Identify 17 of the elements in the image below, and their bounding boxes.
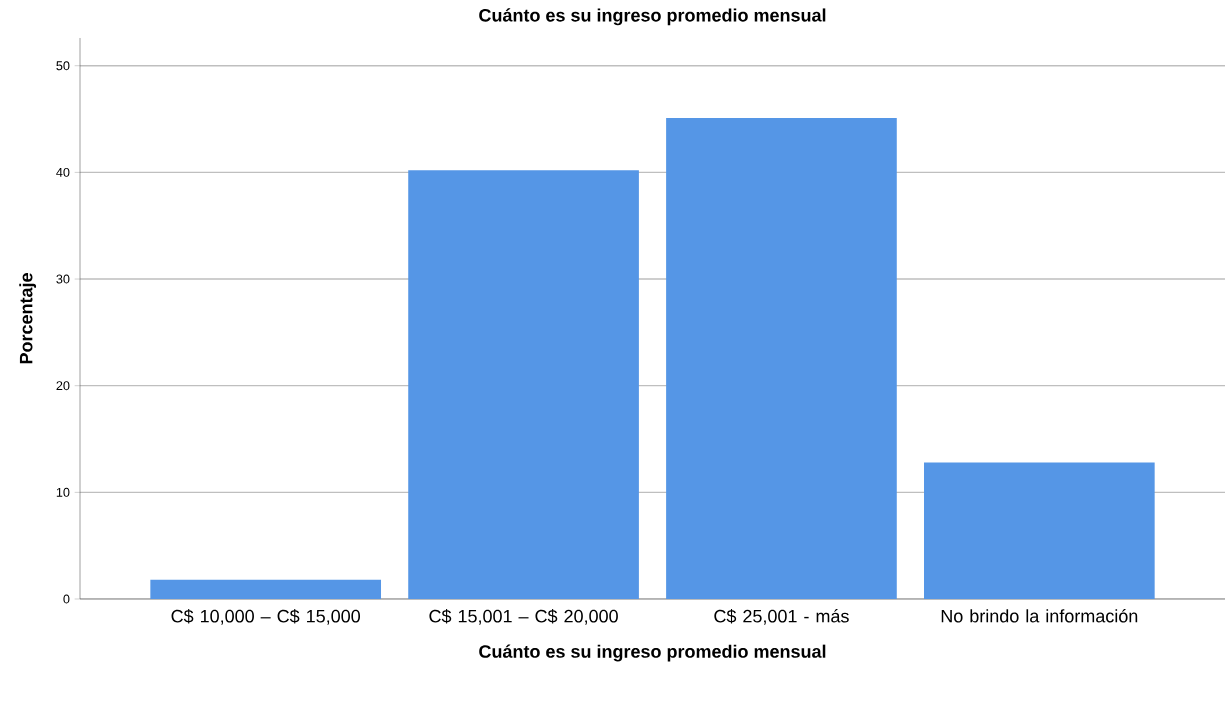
y-tick-label: 0: [63, 594, 70, 604]
chart-title: Cuánto es su ingreso promedio mensual: [479, 8, 826, 26]
x-tick-label: No brindo la información: [941, 609, 1138, 623]
x-tick-label: C$ 10,000 – C$ 15,000: [171, 609, 361, 625]
x-axis-title: Cuánto es su ingreso promedio mensual: [479, 644, 826, 662]
x-tick-label: C$ 25,001 - más: [714, 609, 849, 625]
y-tick-label: 40: [56, 167, 70, 177]
bar: [150, 579, 382, 599]
bar: [924, 462, 1155, 599]
y-tick-label: 50: [56, 61, 70, 71]
y-axis-title: Porcentaje: [19, 273, 37, 364]
bar: [666, 117, 897, 599]
y-tick-label: 10: [56, 487, 70, 497]
y-tick-label: 20: [56, 381, 70, 391]
x-tick-label: C$ 15,001 – C$ 20,000: [429, 609, 618, 625]
bar: [408, 170, 639, 599]
y-tick-label: 30: [56, 274, 70, 284]
